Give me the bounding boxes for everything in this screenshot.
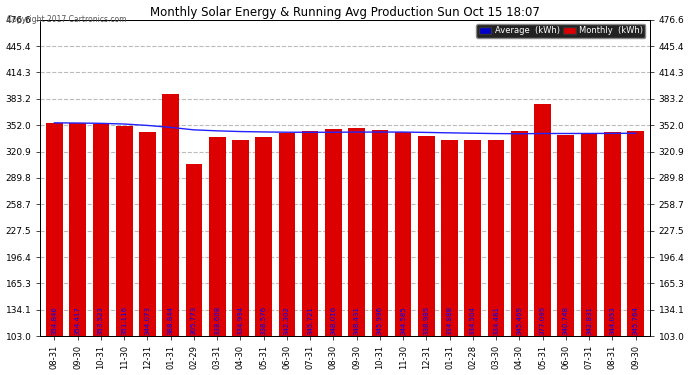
Bar bbox=[186, 164, 202, 336]
Text: 388.844: 388.844 bbox=[168, 306, 174, 335]
Text: 334.888: 334.888 bbox=[446, 306, 453, 335]
Text: 338.985: 338.985 bbox=[424, 306, 429, 335]
Bar bbox=[441, 140, 458, 336]
Text: 344.585: 344.585 bbox=[400, 306, 406, 335]
Bar bbox=[139, 132, 156, 336]
Text: 351.116: 351.116 bbox=[121, 306, 127, 335]
Text: 342.302: 342.302 bbox=[284, 306, 290, 335]
Bar bbox=[488, 140, 504, 336]
Bar bbox=[348, 128, 365, 336]
Bar bbox=[581, 133, 598, 336]
Text: 354.417: 354.417 bbox=[75, 306, 81, 335]
Text: 340.748: 340.748 bbox=[563, 306, 569, 335]
Bar bbox=[255, 136, 272, 336]
Text: 348.016: 348.016 bbox=[331, 306, 337, 335]
Text: 345.721: 345.721 bbox=[307, 306, 313, 335]
Text: 334.994: 334.994 bbox=[237, 306, 244, 335]
Bar bbox=[464, 140, 481, 336]
Bar bbox=[162, 94, 179, 336]
Text: 342.831: 342.831 bbox=[586, 306, 592, 335]
Bar bbox=[395, 132, 411, 336]
Title: Monthly Solar Energy & Running Avg Production Sun Oct 15 18:07: Monthly Solar Energy & Running Avg Produ… bbox=[150, 6, 540, 18]
Text: 345.469: 345.469 bbox=[516, 306, 522, 335]
Text: 345.996: 345.996 bbox=[377, 306, 383, 335]
Text: 338.576: 338.576 bbox=[261, 306, 266, 335]
Text: 348.431: 348.431 bbox=[353, 306, 359, 335]
Bar bbox=[325, 129, 342, 336]
Bar bbox=[209, 136, 226, 336]
Bar bbox=[511, 131, 528, 336]
Bar bbox=[371, 130, 388, 336]
Bar bbox=[534, 104, 551, 336]
Text: 334.481: 334.481 bbox=[493, 306, 499, 335]
Bar bbox=[558, 135, 574, 336]
Bar bbox=[232, 140, 249, 336]
Bar bbox=[69, 123, 86, 336]
Text: 354.846: 354.846 bbox=[52, 306, 57, 335]
Bar bbox=[279, 134, 295, 336]
Bar bbox=[418, 136, 435, 336]
Bar bbox=[302, 130, 319, 336]
Bar bbox=[627, 130, 644, 336]
Text: 345.764: 345.764 bbox=[633, 306, 638, 335]
Text: 344.073: 344.073 bbox=[144, 306, 150, 335]
Text: 305.773: 305.773 bbox=[191, 306, 197, 335]
Text: 353.523: 353.523 bbox=[98, 306, 104, 335]
Bar bbox=[604, 132, 621, 336]
Text: 338.608: 338.608 bbox=[214, 306, 220, 335]
Bar bbox=[92, 124, 109, 336]
Text: 377.095: 377.095 bbox=[540, 306, 546, 335]
Bar bbox=[116, 126, 132, 336]
Text: 344.053: 344.053 bbox=[609, 306, 615, 335]
Text: 334.504: 334.504 bbox=[470, 306, 476, 335]
Text: Copyright 2017 Cartronics.com: Copyright 2017 Cartronics.com bbox=[7, 15, 126, 24]
Legend: Average  (kWh), Monthly  (kWh): Average (kWh), Monthly (kWh) bbox=[476, 24, 645, 38]
Bar bbox=[46, 123, 63, 336]
